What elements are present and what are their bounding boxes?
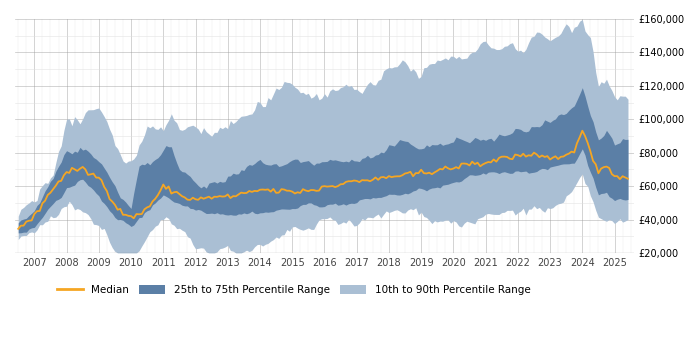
Legend: Median, 25th to 75th Percentile Range, 10th to 90th Percentile Range: Median, 25th to 75th Percentile Range, 1… (52, 281, 535, 299)
